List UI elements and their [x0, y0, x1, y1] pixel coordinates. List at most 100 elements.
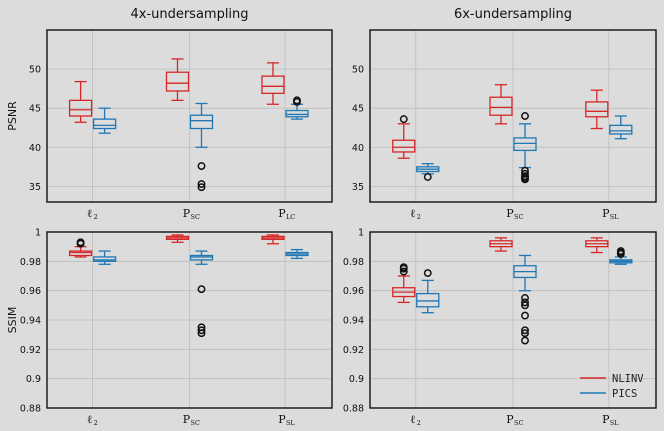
pics-box-3	[609, 247, 633, 265]
x-tick-subscript: SC	[191, 213, 200, 221]
outlier-point	[197, 329, 206, 338]
box-iqr	[92, 256, 117, 262]
y-tick-label: 35	[352, 182, 364, 193]
y-tick-label: 0.98	[343, 257, 364, 268]
x-tick-label: ℓ	[410, 413, 415, 426]
nlinv-box-3	[261, 234, 285, 245]
y-tick-label: 40	[352, 143, 364, 154]
x-tick-subscript: LC	[286, 213, 295, 221]
pics-box-3	[609, 115, 633, 140]
y-tick-label: 0.96	[20, 286, 41, 297]
outlier-point	[399, 263, 408, 272]
outlier-point	[197, 162, 206, 170]
x-tick-subscript: 2	[94, 213, 98, 221]
nlinv-box-2	[165, 58, 190, 102]
y-tick-label: 0.9	[349, 374, 364, 385]
nlinv-box-2	[489, 84, 513, 125]
y-tick-label: 50	[352, 65, 364, 76]
outlier-point	[521, 336, 529, 345]
outlier-point	[521, 301, 529, 310]
box-iqr	[165, 71, 190, 92]
y-tick-label: 50	[29, 65, 41, 76]
box-iqr	[513, 137, 537, 152]
box-iqr	[92, 118, 117, 130]
y-tick-label: 0.94	[20, 316, 41, 327]
y-tick-label: 45	[29, 104, 41, 115]
y-tick-label: 0.92	[20, 345, 41, 356]
outlier-point	[521, 112, 529, 120]
pics-box-2	[189, 250, 214, 338]
plot-frame	[46, 231, 333, 409]
pics-box-1	[416, 269, 440, 314]
y-tick-label: 1	[35, 228, 41, 239]
y-tick-label: 0.96	[343, 286, 364, 297]
outlier-point	[521, 298, 529, 307]
outlier-point	[76, 238, 85, 247]
outlier-point	[616, 247, 625, 256]
outlier-point	[521, 329, 529, 338]
plot-frame	[46, 29, 333, 203]
y-tick-label: 40	[29, 143, 41, 154]
pics-box-2	[189, 102, 214, 192]
nlinv-box-2	[165, 234, 190, 243]
y-tick-label: 0.92	[343, 345, 364, 356]
x-tick-label: P	[183, 413, 191, 426]
y-tick-label: 0.88	[343, 404, 364, 415]
nlinv-box-1	[68, 238, 93, 258]
box-iqr	[392, 139, 416, 153]
plot-frame	[369, 29, 657, 203]
x-tick-subscript: 2	[417, 213, 421, 221]
outlier-point	[197, 183, 206, 192]
legend: NLINV PICS	[580, 373, 644, 400]
box-iqr	[585, 101, 609, 118]
nlinv-box-2	[489, 237, 513, 252]
pics-box-2	[513, 112, 537, 184]
y-tick-label: 0.9	[26, 374, 41, 385]
x-tick-label: P	[278, 207, 286, 220]
outlier-point	[521, 311, 529, 320]
x-tick-label: P	[506, 413, 514, 426]
nlinv-box-3	[261, 62, 285, 105]
x-tick-subscript: SC	[191, 419, 200, 427]
plot-frame	[369, 231, 657, 409]
x-tick-subscript: 2	[94, 419, 98, 427]
pics-box-3	[285, 248, 309, 260]
x-tick-subscript: SL	[610, 419, 619, 427]
x-tick-label: ℓ	[410, 207, 415, 220]
pics-box-1	[92, 107, 117, 134]
x-tick-subscript: 2	[417, 419, 421, 427]
y-tick-label: 1	[358, 228, 364, 239]
column-title: 6x-undersampling	[454, 7, 572, 22]
x-tick-subscript: SL	[610, 213, 619, 221]
nlinv-box-3	[585, 89, 609, 130]
nlinv-box-1	[392, 115, 416, 159]
box-iqr	[489, 96, 513, 116]
pics-box-2	[513, 254, 537, 345]
box-iqr	[285, 109, 309, 118]
nlinv-box-1	[68, 80, 93, 123]
x-tick-label: ℓ	[87, 207, 92, 220]
outlier-point	[293, 96, 301, 105]
legend-label-nlinv: NLINV	[612, 373, 644, 385]
y-tick-label: 0.88	[20, 404, 41, 415]
box-iqr	[68, 250, 93, 257]
x-tick-subscript: SL	[286, 419, 295, 427]
y-tick-label: 45	[352, 104, 364, 115]
box-iqr	[609, 124, 633, 135]
outlier-point	[423, 269, 432, 278]
pics-box-1	[416, 163, 440, 181]
y-tick-label: 0.94	[343, 316, 364, 327]
x-tick-label: P	[602, 207, 610, 220]
outlier-point	[521, 169, 529, 178]
pics-box-1	[92, 250, 117, 265]
x-tick-subscript: SC	[514, 419, 523, 427]
y-axis-label: PSNR	[6, 101, 19, 131]
outlier-point	[521, 326, 529, 335]
nlinv-box-3	[585, 237, 609, 254]
y-tick-label: 0.98	[20, 257, 41, 268]
